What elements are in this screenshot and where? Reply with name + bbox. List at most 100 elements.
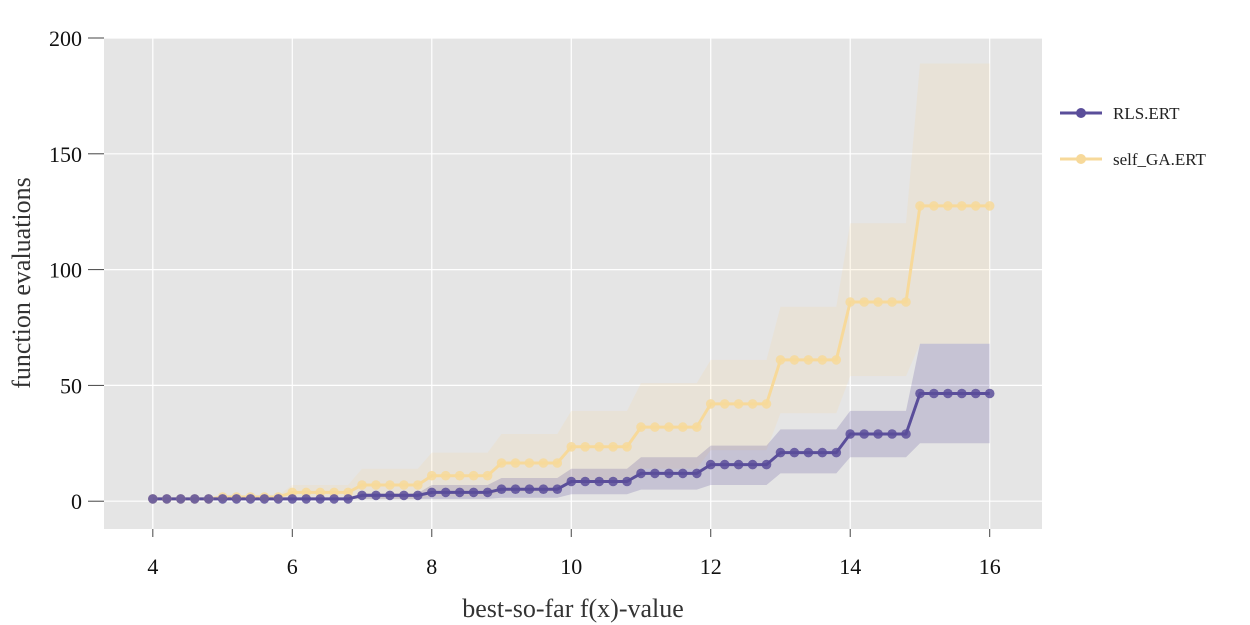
y-tick-label: 150 bbox=[49, 142, 82, 167]
confidence-bands bbox=[152, 63, 990, 499]
data-point bbox=[929, 388, 939, 399]
x-tick-label: 4 bbox=[147, 554, 158, 579]
legend-marker-0 bbox=[1076, 108, 1086, 118]
data-point bbox=[957, 201, 967, 211]
data-point bbox=[650, 468, 660, 479]
data-point bbox=[385, 480, 395, 490]
data-point bbox=[552, 458, 563, 468]
data-point bbox=[901, 297, 911, 307]
data-point bbox=[538, 458, 549, 468]
axes: 4 6 8 10 12 14 16 0 50 100 150 200 bbox=[49, 26, 1001, 579]
data-point bbox=[970, 388, 981, 399]
series-points bbox=[148, 201, 995, 504]
data-point bbox=[719, 459, 730, 470]
data-point bbox=[371, 490, 381, 501]
x-tick-label: 16 bbox=[979, 554, 1001, 579]
data-point bbox=[873, 297, 883, 307]
data-point bbox=[692, 468, 702, 479]
data-point bbox=[427, 470, 437, 481]
data-point bbox=[831, 355, 842, 365]
data-point bbox=[859, 429, 869, 439]
data-point bbox=[678, 468, 688, 479]
data-point bbox=[162, 494, 172, 504]
data-point bbox=[315, 494, 326, 504]
y-tick-label: 50 bbox=[60, 373, 82, 398]
data-point bbox=[217, 494, 228, 504]
data-point bbox=[399, 490, 409, 501]
data-point bbox=[454, 487, 465, 498]
data-point bbox=[608, 442, 618, 452]
data-point bbox=[943, 201, 953, 211]
data-point bbox=[859, 297, 869, 307]
x-tick-label: 14 bbox=[839, 554, 861, 579]
data-point bbox=[231, 494, 242, 504]
data-point bbox=[636, 422, 646, 432]
data-point bbox=[259, 494, 270, 504]
x-tick-label: 8 bbox=[426, 554, 437, 579]
data-point bbox=[566, 476, 577, 487]
data-point bbox=[468, 487, 479, 498]
data-point bbox=[747, 399, 758, 409]
data-point bbox=[440, 487, 451, 498]
data-point bbox=[301, 494, 312, 504]
data-point bbox=[915, 201, 925, 211]
data-point bbox=[594, 476, 604, 487]
data-point bbox=[203, 494, 214, 504]
y-axis-title: function evaluations bbox=[7, 177, 36, 389]
x-tick-label: 12 bbox=[700, 554, 722, 579]
data-point bbox=[664, 468, 674, 479]
data-point bbox=[733, 399, 744, 409]
data-point bbox=[984, 388, 995, 399]
data-point bbox=[664, 422, 674, 432]
data-point bbox=[775, 447, 786, 458]
x-axis-title: best-so-far f(x)-value bbox=[462, 594, 684, 623]
data-point bbox=[678, 422, 688, 432]
data-point bbox=[692, 422, 702, 432]
data-point bbox=[705, 399, 716, 409]
data-point bbox=[329, 494, 339, 504]
data-point bbox=[566, 442, 577, 452]
data-point bbox=[650, 422, 660, 432]
data-point bbox=[440, 470, 451, 481]
data-point bbox=[789, 355, 800, 365]
data-point bbox=[803, 447, 814, 458]
data-point bbox=[957, 388, 967, 399]
data-point bbox=[357, 480, 367, 490]
data-point bbox=[482, 470, 493, 481]
data-point bbox=[761, 399, 772, 409]
legend-label-1: self_GA.ERT bbox=[1113, 150, 1207, 169]
data-point bbox=[608, 476, 618, 487]
data-point bbox=[817, 355, 828, 365]
legend: RLS.ERT self_GA.ERT bbox=[1060, 104, 1207, 169]
data-point bbox=[538, 484, 549, 495]
data-point bbox=[468, 470, 479, 481]
data-point bbox=[454, 470, 465, 481]
data-point bbox=[496, 458, 507, 468]
data-point bbox=[524, 484, 535, 495]
legend-marker-1 bbox=[1076, 154, 1086, 164]
data-point bbox=[552, 484, 563, 495]
y-tick-label: 0 bbox=[71, 489, 82, 514]
x-tick-label: 10 bbox=[560, 554, 582, 579]
data-point bbox=[943, 388, 953, 399]
data-point bbox=[887, 429, 897, 439]
data-point bbox=[580, 476, 590, 487]
data-point bbox=[984, 201, 995, 211]
data-point bbox=[399, 480, 409, 490]
data-point bbox=[189, 494, 200, 504]
data-point bbox=[385, 490, 395, 501]
data-point bbox=[510, 458, 521, 468]
data-point bbox=[175, 494, 186, 504]
data-point bbox=[747, 459, 758, 470]
data-point bbox=[887, 297, 897, 307]
x-tick-label: 6 bbox=[287, 554, 298, 579]
data-point bbox=[524, 458, 535, 468]
data-point bbox=[705, 459, 716, 470]
data-point bbox=[413, 490, 423, 501]
data-point bbox=[357, 490, 367, 501]
data-point bbox=[622, 476, 632, 487]
data-point bbox=[636, 468, 646, 479]
data-point bbox=[371, 480, 381, 490]
data-point bbox=[845, 297, 855, 307]
